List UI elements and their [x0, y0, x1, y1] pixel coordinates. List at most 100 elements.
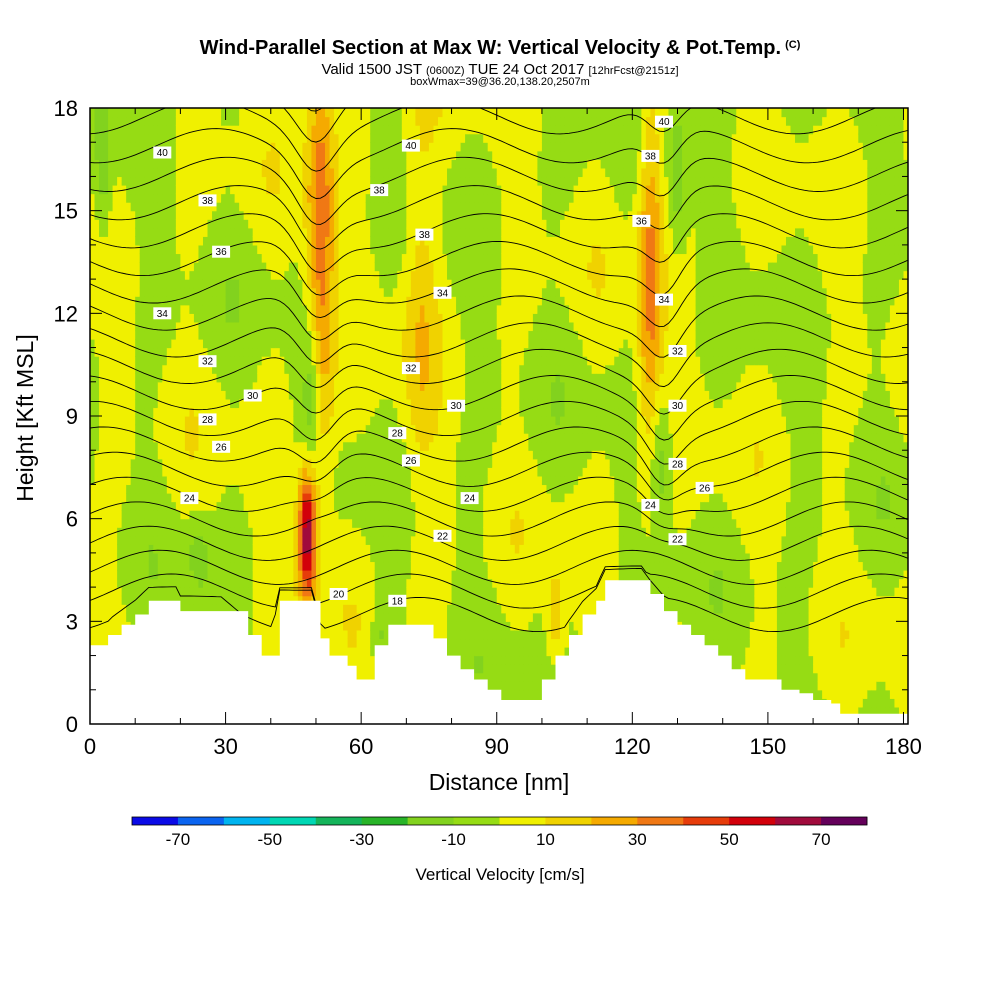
w-cell [343, 227, 349, 237]
w-cell [202, 424, 209, 434]
w-cell [257, 133, 263, 143]
w-cell [153, 244, 159, 255]
w-cell [193, 287, 200, 297]
w-cell [302, 398, 308, 409]
w-cell [234, 133, 240, 143]
w-cell [266, 424, 272, 434]
w-cell [230, 441, 236, 451]
w-cell [361, 424, 367, 434]
w-cell [361, 244, 367, 255]
w-cell [252, 133, 258, 143]
w-cell [370, 262, 376, 272]
w-cell [302, 424, 308, 434]
w-cell [392, 227, 398, 237]
w-cell [311, 484, 317, 494]
w-cell [388, 253, 394, 263]
w-cell [293, 561, 299, 571]
w-cell [239, 493, 245, 503]
w-cell [293, 321, 299, 332]
w-cell [356, 296, 362, 306]
w-cell [239, 527, 245, 537]
w-cell [383, 108, 389, 118]
w-cell [139, 347, 145, 357]
w-cell [239, 193, 245, 203]
w-cell [261, 561, 267, 571]
w-cell [90, 629, 96, 640]
w-cell [288, 253, 294, 263]
w-cell [166, 381, 172, 391]
w-cell [383, 287, 389, 297]
w-cell [383, 347, 389, 357]
w-cell [126, 150, 132, 160]
w-cell [243, 475, 249, 486]
w-cell [252, 595, 258, 605]
w-cell [144, 475, 150, 486]
w-cell [284, 578, 290, 588]
w-cell [275, 441, 281, 451]
w-cell [103, 304, 109, 314]
w-cell [338, 108, 344, 118]
w-cell [374, 244, 380, 255]
w-cell [198, 407, 204, 417]
w-cell [175, 552, 181, 563]
w-cell [383, 621, 389, 631]
w-cell [397, 193, 403, 203]
w-cell [103, 441, 109, 451]
w-cell [356, 484, 362, 494]
w-cell [356, 467, 362, 477]
w-cell [325, 202, 331, 212]
w-cell [257, 518, 263, 528]
w-cell [198, 364, 204, 374]
w-cell [320, 535, 326, 545]
w-cell [370, 621, 376, 631]
w-cell [94, 373, 100, 383]
w-cell [193, 244, 200, 255]
w-cell [99, 638, 105, 648]
w-cell [175, 450, 181, 460]
w-cell [126, 424, 132, 434]
w-cell [94, 493, 100, 503]
w-cell [343, 604, 349, 614]
w-cell [148, 356, 154, 366]
w-cell [284, 159, 290, 169]
w-cell [370, 595, 376, 605]
w-cell [338, 236, 344, 246]
w-cell [166, 244, 172, 255]
w-cell [270, 133, 276, 143]
w-cell [184, 330, 191, 340]
w-cell [166, 364, 172, 374]
w-cell [108, 484, 114, 494]
w-cell [121, 493, 127, 503]
w-cell [108, 604, 114, 614]
w-cell [103, 398, 109, 409]
w-cell [361, 176, 367, 186]
w-cell [356, 210, 362, 220]
w-cell [388, 330, 394, 340]
w-cell [135, 108, 141, 118]
w-cell [243, 458, 249, 468]
w-cell [374, 356, 380, 366]
w-cell [157, 210, 163, 220]
w-cell [388, 159, 394, 169]
w-cell [144, 544, 150, 554]
w-cell [175, 330, 181, 340]
w-cell [266, 236, 272, 246]
w-cell [347, 535, 353, 545]
w-cell [157, 407, 163, 417]
w-cell [144, 279, 150, 289]
w-cell [121, 595, 127, 605]
w-cell [175, 176, 181, 186]
w-cell [112, 578, 118, 588]
w-cell [90, 321, 96, 332]
w-cell [162, 116, 168, 126]
w-cell [189, 210, 195, 220]
w-cell [293, 330, 299, 340]
w-cell [117, 570, 123, 580]
w-cell [352, 458, 358, 468]
w-cell [243, 270, 249, 280]
w-cell [130, 595, 136, 605]
w-cell [225, 236, 231, 246]
w-cell [171, 510, 177, 520]
w-cell [184, 313, 191, 323]
w-cell [166, 416, 172, 426]
